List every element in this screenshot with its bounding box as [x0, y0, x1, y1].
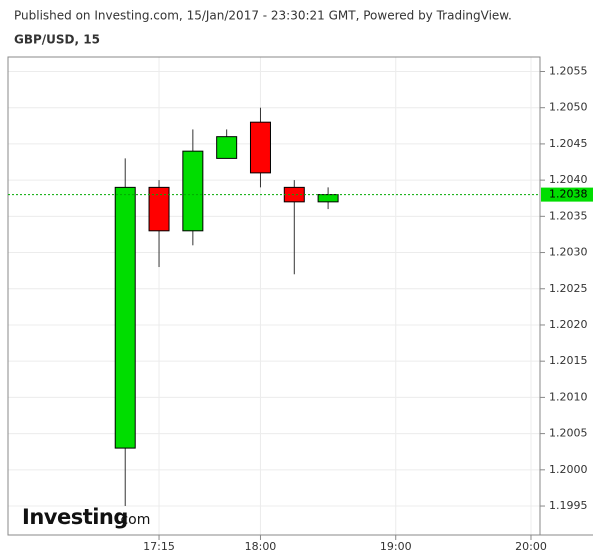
y-tick-label: 1.2055: [549, 64, 588, 77]
y-tick-label: 1.2050: [549, 101, 588, 114]
watermark-suffix: .com: [116, 512, 150, 528]
y-tick-label: 1.2015: [549, 354, 588, 367]
y-tick-label: 1.2000: [549, 463, 588, 476]
x-tick-label: 20:00: [515, 540, 547, 553]
x-tick-label: 19:00: [380, 540, 412, 553]
current-price-label: 1.2038: [549, 188, 588, 201]
plot-area: [8, 57, 540, 535]
chart-subtitle: Published on Investing.com, 15/Jan/2017 …: [14, 9, 512, 23]
candle-body: [317, 194, 339, 203]
candle-body: [182, 150, 204, 232]
y-tick-label: 1.2035: [549, 209, 588, 222]
candle-body: [216, 136, 238, 159]
watermark-name: Investing: [22, 505, 128, 529]
y-tick-label: 1.2045: [549, 137, 588, 150]
y-tick-label: 1.1995: [549, 499, 588, 512]
candle-body: [114, 186, 136, 449]
x-tick-label: 17:15: [143, 540, 175, 553]
y-tick-label: 1.2010: [549, 390, 588, 403]
y-tick-label: 1.2030: [549, 246, 588, 259]
y-tick-label: 1.2040: [549, 173, 588, 186]
y-tick-label: 1.2025: [549, 282, 588, 295]
x-tick-label: 18:00: [245, 540, 277, 553]
y-tick-label: 1.2020: [549, 318, 588, 331]
plot-frame: [7, 56, 541, 536]
candle-body: [148, 186, 170, 232]
chart-title: GBP/USD, 15: [14, 33, 100, 47]
candle-body: [249, 121, 271, 174]
y-tick-label: 1.2005: [549, 427, 588, 440]
current-price-box: [541, 187, 593, 202]
